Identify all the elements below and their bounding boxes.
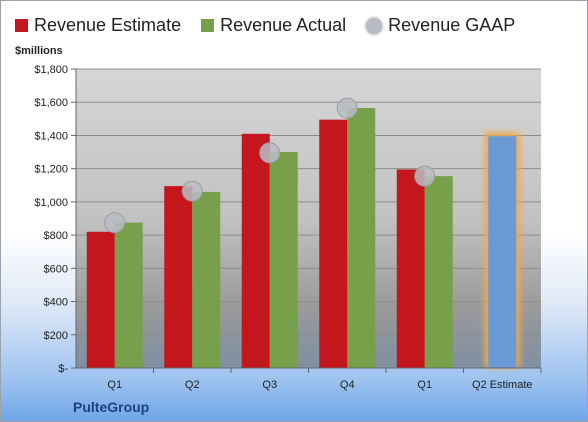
- y-tick-label: $1,600: [34, 97, 68, 109]
- y-tick-label: $400: [44, 297, 68, 309]
- bar-revenue-estimate: [86, 231, 115, 368]
- bar-revenue-estimate: [241, 133, 270, 368]
- y-tick-label: $200: [44, 330, 68, 342]
- y-tick-label: $1,400: [34, 130, 68, 142]
- marker-revenue-gaap: [336, 97, 358, 119]
- x-tick-label: Q1: [107, 379, 122, 391]
- legend-swatch-revenue-estimate: [15, 19, 28, 32]
- legend-label-revenue-actual: Revenue Actual: [220, 15, 347, 35]
- legend-marker-revenue-gaap: [366, 17, 383, 34]
- marker-revenue-gaap: [104, 212, 126, 234]
- bar-revenue-actual: [424, 176, 453, 368]
- y-tick-label: $1,200: [34, 164, 68, 176]
- legend-label-revenue-estimate: Revenue Estimate: [34, 15, 182, 35]
- y-tick-label: $1,800: [34, 64, 68, 76]
- bar-q2-estimate: [488, 136, 517, 368]
- bar-revenue-actual: [192, 191, 221, 368]
- bar-revenue-estimate: [396, 169, 425, 368]
- y-axis-unit-label: $millions: [15, 45, 63, 57]
- marker-revenue-gaap: [414, 165, 436, 187]
- y-tick-label: $-: [58, 363, 68, 375]
- x-tick-label: Q4: [340, 379, 355, 391]
- x-tick-label: Q2: [185, 379, 200, 391]
- bar-revenue-estimate: [164, 186, 193, 368]
- y-tick-label: $600: [44, 263, 68, 275]
- x-tick-label: Q2 Estimate: [472, 379, 533, 391]
- marker-revenue-gaap: [259, 142, 281, 164]
- bar-revenue-actual: [269, 152, 298, 368]
- plot-background: [76, 69, 541, 368]
- legend-label-revenue-gaap: Revenue GAAP: [388, 15, 516, 35]
- company-name: PulteGroup: [73, 399, 150, 415]
- legend-item-revenue-actual: Revenue Actual: [201, 15, 346, 36]
- x-tick-label: Q1: [417, 379, 432, 391]
- legend: Revenue Estimate Revenue Actual Revenue …: [15, 15, 535, 36]
- bar-revenue-estimate: [319, 119, 348, 369]
- legend-swatch-revenue-actual: [201, 19, 215, 32]
- bar-revenue-actual: [347, 108, 376, 369]
- marker-revenue-gaap: [181, 180, 203, 202]
- legend-item-revenue-gaap: Revenue GAAP: [366, 15, 515, 36]
- y-tick-label: $1,000: [34, 197, 68, 209]
- legend-item-revenue-estimate: Revenue Estimate: [15, 15, 181, 36]
- y-tick-label: $800: [44, 230, 68, 242]
- bar-revenue-actual: [114, 222, 143, 368]
- x-tick-label: Q3: [262, 379, 277, 391]
